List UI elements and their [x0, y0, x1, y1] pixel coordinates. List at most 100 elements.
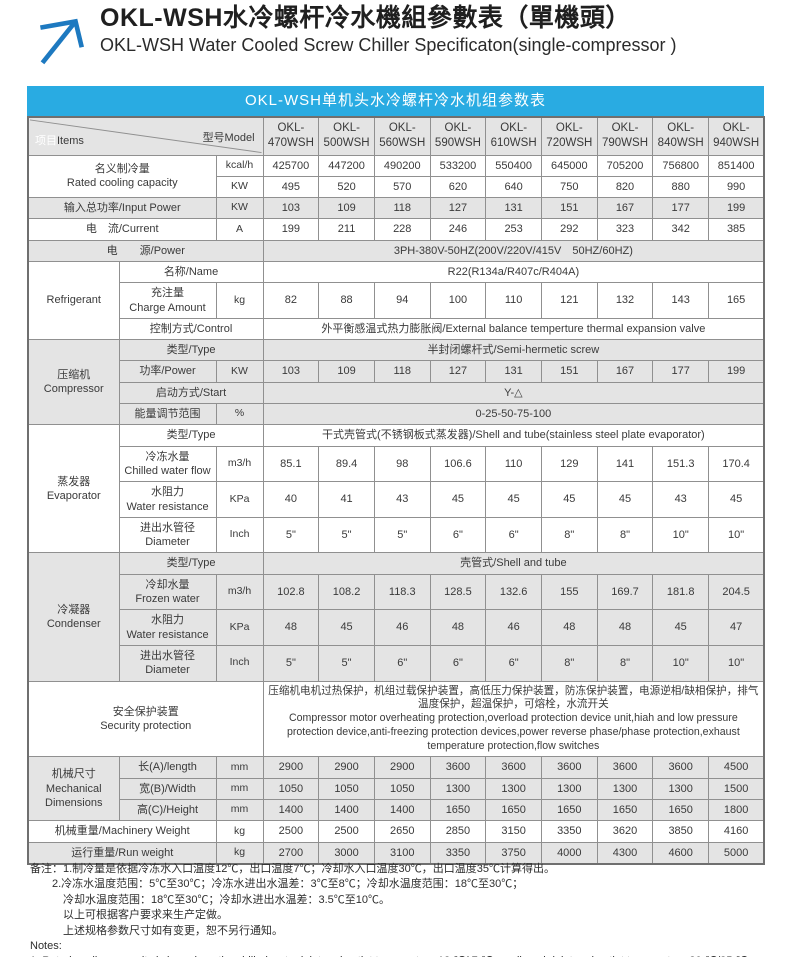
group-label-cell: 蒸发器 Evaporator	[27, 424, 120, 554]
merged-value-cell: 3PH-380V-50HZ(200V/220V/415V 50HZ/60HZ)	[262, 239, 765, 262]
table-row: 进出水管径 Diameter Inch 5" 5" 5" 6" 6" 8" 8" 10" 10"	[28, 516, 765, 554]
unit-cell: mm	[215, 798, 264, 822]
value-cell: 851400	[708, 154, 765, 177]
value-cell: 342	[652, 218, 710, 241]
merged-value-cell: 外平衡感温式热力膨胀阀/External balance temperture …	[262, 317, 765, 341]
value-cell: 5"	[262, 516, 320, 554]
value-cell: 3150	[485, 820, 542, 843]
unit-cell: mm	[215, 756, 264, 779]
group-label-cell: 压缩机 Compressor	[27, 339, 120, 426]
security-text-cell: 压缩机电机过热保护，机组过载保护装置，高低压力保护装置，防冻保护装置，电源逆相/…	[262, 680, 765, 758]
value-cell: 5"	[318, 516, 375, 554]
unit-cell: kg	[215, 282, 264, 319]
value-cell: 3600	[652, 756, 710, 779]
table-row: 压缩机 Compressor 类型/Type 半封闭螺杆式/Semi-hermeti…	[27, 339, 765, 426]
value-cell: 181.8	[652, 573, 710, 611]
value-cell: 46	[373, 609, 431, 646]
table-row: 控制方式/Control 外平衡感温式热力膨胀阀/External balance…	[28, 317, 765, 341]
merged-value-cell: 半封闭螺杆式/Semi-hermetic screw	[262, 339, 765, 362]
value-cell: 151.3	[652, 445, 710, 483]
value-cell: 45	[540, 481, 598, 518]
value-cell: 495	[262, 175, 320, 199]
value-cell: 620	[429, 175, 487, 199]
value-cell: 246	[429, 218, 487, 241]
value-cell: 41	[318, 481, 375, 518]
value-cell: 8"	[540, 644, 598, 682]
value-cell: 10"	[652, 644, 710, 682]
value-cell: 1300	[429, 777, 487, 800]
row-label-cell: 长(A)/length	[118, 756, 217, 779]
value-cell: 8"	[540, 516, 598, 554]
row-label-cell: 类型/Type	[118, 339, 264, 362]
value-cell: 3350	[429, 841, 487, 865]
footnotes: 备注：1.制冷量是依据冷冻水入口温度12℃，出口温度7℃；冷却水入口温度30℃，…	[30, 863, 751, 957]
value-cell: 425700	[262, 154, 320, 177]
value-cell: 2900	[262, 756, 320, 779]
table-row: 冷凝器 Condenser 类型/Type 壳管式/Shell and tube	[27, 552, 765, 682]
value-cell: 2850	[429, 820, 487, 843]
value-cell: 109	[318, 197, 375, 220]
value-cell: 45	[708, 481, 765, 518]
table-row: 充注量 Charge Amount kg 82 88 94 100 110 121 132 143…	[28, 282, 765, 319]
row-label-cell: 水阻力 Water resistance	[118, 481, 217, 518]
value-cell: 4500	[708, 756, 765, 779]
value-cell: 2650	[373, 820, 431, 843]
row-label-cell: 类型/Type	[118, 424, 264, 447]
value-cell: 1500	[708, 777, 765, 800]
value-cell: 990	[708, 175, 765, 199]
value-cell: 199	[262, 218, 320, 241]
value-cell: 705200	[596, 154, 654, 177]
row-label-cell: 控制方式/Control	[118, 317, 264, 341]
value-cell: 10"	[652, 516, 710, 554]
value-cell: 118	[373, 360, 431, 383]
model-header-cell: OKL- 720WSH	[540, 116, 598, 156]
row-label-cell: 类型/Type	[118, 552, 264, 575]
value-cell: 199	[708, 197, 765, 220]
value-cell: 132	[596, 282, 654, 319]
value-cell: 820	[596, 175, 654, 199]
table-title-banner: OKL-WSH单机头水冷螺杆冷水机组参数表	[27, 86, 764, 116]
model-label: 型号Model	[202, 132, 255, 145]
model-header-cell: OKL- 940WSH	[708, 116, 765, 156]
diagonal-divider	[29, 119, 262, 154]
value-cell: 103	[262, 197, 320, 220]
value-cell: 3600	[429, 756, 487, 779]
merged-value-cell: R22(R134a/R407c/R404A)	[262, 260, 765, 284]
table-row: 输入总功率/Input Power KW 103 109 118 127 131 151 167…	[27, 197, 765, 220]
value-cell: 204.5	[708, 573, 765, 611]
value-cell: 88	[318, 282, 375, 319]
value-cell: 177	[652, 197, 710, 220]
table-row: 名义制冷量 Rated cooling capacity kcal/h 425700…	[27, 154, 765, 199]
value-cell: 6"	[485, 644, 542, 682]
value-cell: 45	[596, 481, 654, 518]
value-cell: 43	[652, 481, 710, 518]
merged-value-cell: 壳管式/Shell and tube	[262, 552, 765, 575]
value-cell: 127	[429, 197, 487, 220]
value-cell: 645000	[540, 154, 598, 177]
value-cell: 4600	[652, 841, 710, 865]
value-cell: 228	[373, 218, 431, 241]
model-header-cell: OKL- 790WSH	[596, 116, 654, 156]
value-cell: 127	[429, 360, 487, 383]
value-cell: 3750	[485, 841, 542, 865]
row-label-cell: 高(C)/Height	[118, 798, 217, 822]
value-cell: 1050	[318, 777, 375, 800]
value-cell: 48	[429, 609, 487, 646]
value-cell: 3100	[373, 841, 431, 865]
row-label-cell: 名称/Name	[118, 260, 264, 284]
value-cell: 1650	[652, 798, 710, 822]
unit-cell: %	[215, 403, 264, 426]
value-cell: 1300	[540, 777, 598, 800]
value-cell: 110	[485, 282, 542, 319]
value-cell: 82	[262, 282, 320, 319]
value-cell: 143	[652, 282, 710, 319]
value-cell: 100	[429, 282, 487, 319]
merged-value-cell: Y-△	[262, 381, 765, 405]
value-cell: 6"	[429, 644, 487, 682]
value-cell: 323	[596, 218, 654, 241]
value-cell: 2500	[262, 820, 320, 843]
value-cell: 47	[708, 609, 765, 646]
value-cell: 211	[318, 218, 375, 241]
value-cell: 3850	[652, 820, 710, 843]
value-cell: 3600	[540, 756, 598, 779]
